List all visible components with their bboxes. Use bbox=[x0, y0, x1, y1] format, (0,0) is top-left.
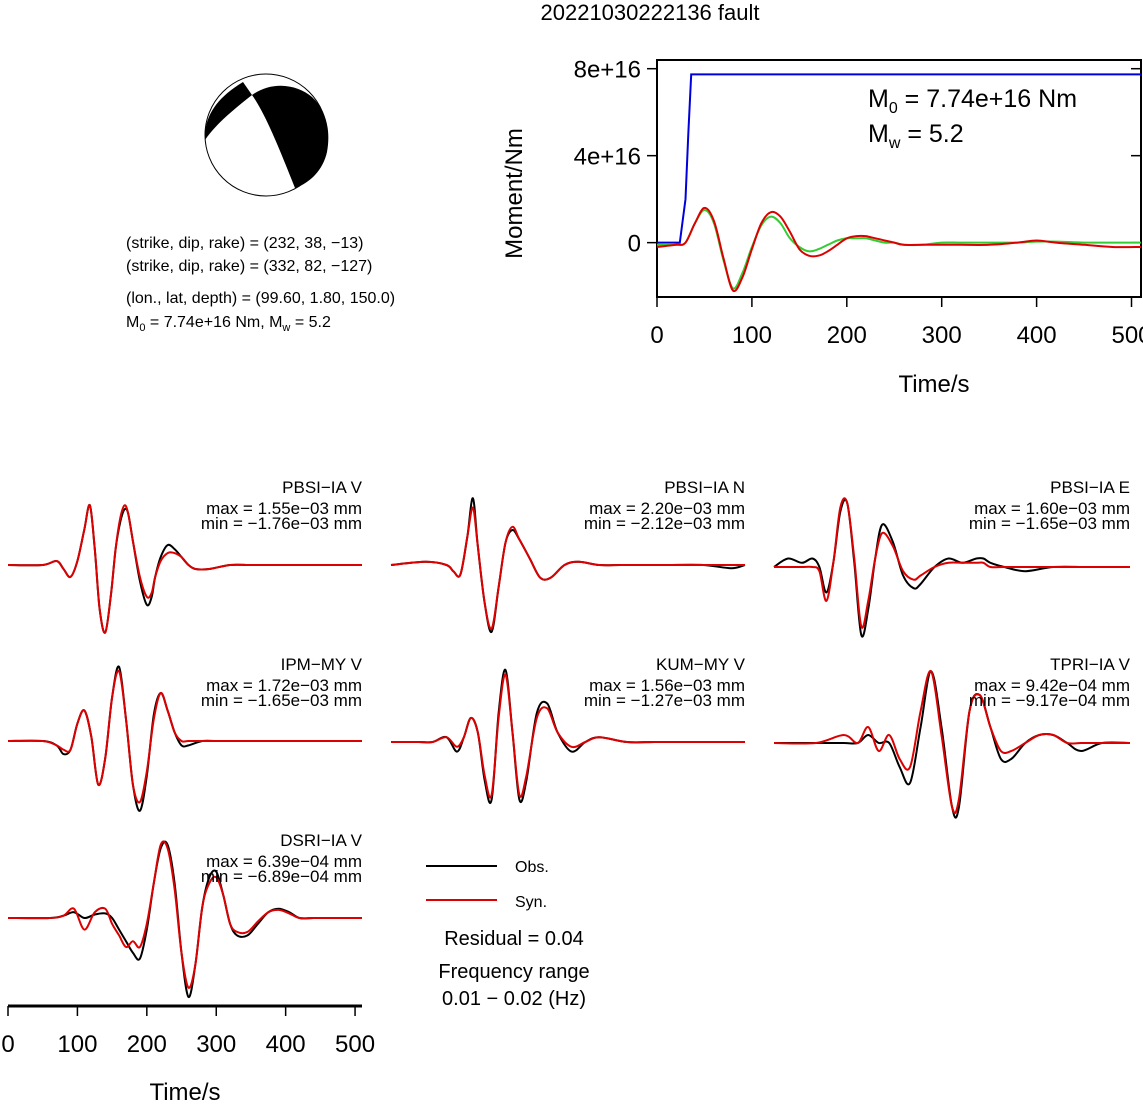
moment-x-tick-label: 400 bbox=[1017, 322, 1057, 349]
moment-x-axis-label: Time/s bbox=[898, 371, 969, 398]
bottom-axis-tick-label: 0 bbox=[1, 1031, 14, 1058]
moment-x-tick-label: 300 bbox=[922, 322, 962, 349]
location-text: (lon., lat, depth) = (99.60, 1.80, 150.0… bbox=[126, 290, 395, 307]
moment-series-line bbox=[656, 206, 1142, 293]
waveform-max-label: max = 1.55e−03 mm bbox=[206, 499, 362, 518]
waveform-max-label: max = 1.56e−03 mm bbox=[589, 676, 745, 695]
moment-series-line bbox=[657, 73, 1141, 244]
moment-y-tick-label: 0 bbox=[628, 231, 641, 258]
waveform-max-label: max = 2.20e−03 mm bbox=[589, 499, 745, 518]
moment-rate-plot: 0 100 200 300 400 500 0 4e+16 8e+16 Time/s Moment/… bbox=[501, 57, 1143, 398]
waveform-min-label: min = −1.65e−03 mm bbox=[201, 691, 362, 710]
waveform-trace bbox=[7, 503, 362, 634]
bottom-time-axis: 0 100 200 300 400 500 bbox=[1, 1004, 375, 1058]
waveform-trace bbox=[7, 840, 362, 989]
waveform-max-label: max = 1.72e−03 mm bbox=[206, 676, 362, 695]
waveform-station-label: KUM−MY V bbox=[656, 655, 746, 674]
waveform-station-label: PBSI−IA V bbox=[282, 478, 363, 497]
moment-x-tick-label: 200 bbox=[827, 322, 867, 349]
waveform-min-label: min = −1.76e−03 mm bbox=[201, 514, 362, 533]
moment-x-tick-label: 500 bbox=[1111, 322, 1143, 349]
moment-x-tick-label: 0 bbox=[650, 322, 663, 349]
legend-syn-label: Syn. bbox=[515, 894, 547, 911]
waveform-min-label: min = −1.65e−03 mm bbox=[969, 514, 1130, 533]
waveform-max-label: max = 1.60e−03 mm bbox=[974, 499, 1130, 518]
beachball-icon bbox=[204, 73, 329, 197]
frequency-range-value: 0.01 − 0.02 (Hz) bbox=[442, 988, 586, 1010]
frequency-range-title: Frequency range bbox=[438, 961, 589, 983]
moment-y-axis-label: Moment/Nm bbox=[501, 128, 528, 259]
waveform-trace bbox=[390, 506, 745, 630]
waveform-min-label: min = −6.89e−04 mm bbox=[201, 867, 362, 886]
waveform-station-label: PBSI−IA E bbox=[1050, 478, 1130, 497]
waveform-station-label: PBSI−IA N bbox=[664, 478, 745, 497]
waveform-min-label: min = −2.12e−03 mm bbox=[584, 514, 745, 533]
legend: Obs. Syn. bbox=[426, 859, 549, 911]
moment-series-line bbox=[656, 208, 1141, 290]
residual-text: Residual = 0.04 bbox=[444, 928, 584, 950]
figure-title: 20221030222136 fault bbox=[541, 0, 760, 25]
waveform-trace bbox=[7, 669, 362, 804]
moment-annotation-m0: M0 = 7.74e+16 Nm bbox=[868, 85, 1077, 117]
bottom-axis-tick-label: 400 bbox=[266, 1031, 306, 1058]
waveform-min-label: min = −1.27e−03 mm bbox=[584, 691, 745, 710]
waveform-station-label: TPRI−IA V bbox=[1050, 655, 1130, 674]
nodal-plane-1-text: (strike, dip, rake) = (232, 38, −13) bbox=[126, 235, 363, 252]
waveform-min-label: min = −9.17e−04 mm bbox=[969, 691, 1130, 710]
legend-obs-label: Obs. bbox=[515, 859, 549, 876]
beachball-compressional-quadrant bbox=[204, 82, 252, 140]
bottom-axis-tick-label: 500 bbox=[335, 1031, 375, 1058]
moment-y-tick-label: 4e+16 bbox=[574, 144, 641, 171]
waveform-max-label: max = 6.39e−04 mm bbox=[206, 852, 362, 871]
waveform-max-label: max = 9.42e−04 mm bbox=[974, 676, 1130, 695]
moment-text: M0 = 7.74e+16 Nm, Mw = 5.2 bbox=[126, 314, 331, 334]
waveform-station-label: IPM−MY V bbox=[281, 655, 363, 674]
moment-x-tick-label: 100 bbox=[732, 322, 772, 349]
beachball-compressional-quadrant bbox=[252, 85, 329, 188]
bottom-axis-tick-label: 300 bbox=[196, 1031, 236, 1058]
bottom-axis-label: Time/s bbox=[149, 1079, 220, 1104]
nodal-plane-2-text: (strike, dip, rake) = (332, 82, −127) bbox=[126, 258, 372, 275]
waveform-trace bbox=[774, 497, 1130, 629]
waveform-trace bbox=[773, 670, 1130, 815]
waveform-station-label: DSRI−IA V bbox=[280, 831, 362, 850]
moment-annotation-mw: Mw = 5.2 bbox=[868, 120, 964, 152]
bottom-axis-tick-label: 200 bbox=[127, 1031, 167, 1058]
moment-y-tick-label: 8e+16 bbox=[574, 57, 641, 84]
bottom-axis-tick-label: 100 bbox=[57, 1031, 97, 1058]
waveform-trace bbox=[773, 498, 1130, 638]
waveform-trace bbox=[390, 673, 745, 799]
moment-plot-frame bbox=[656, 59, 1142, 298]
